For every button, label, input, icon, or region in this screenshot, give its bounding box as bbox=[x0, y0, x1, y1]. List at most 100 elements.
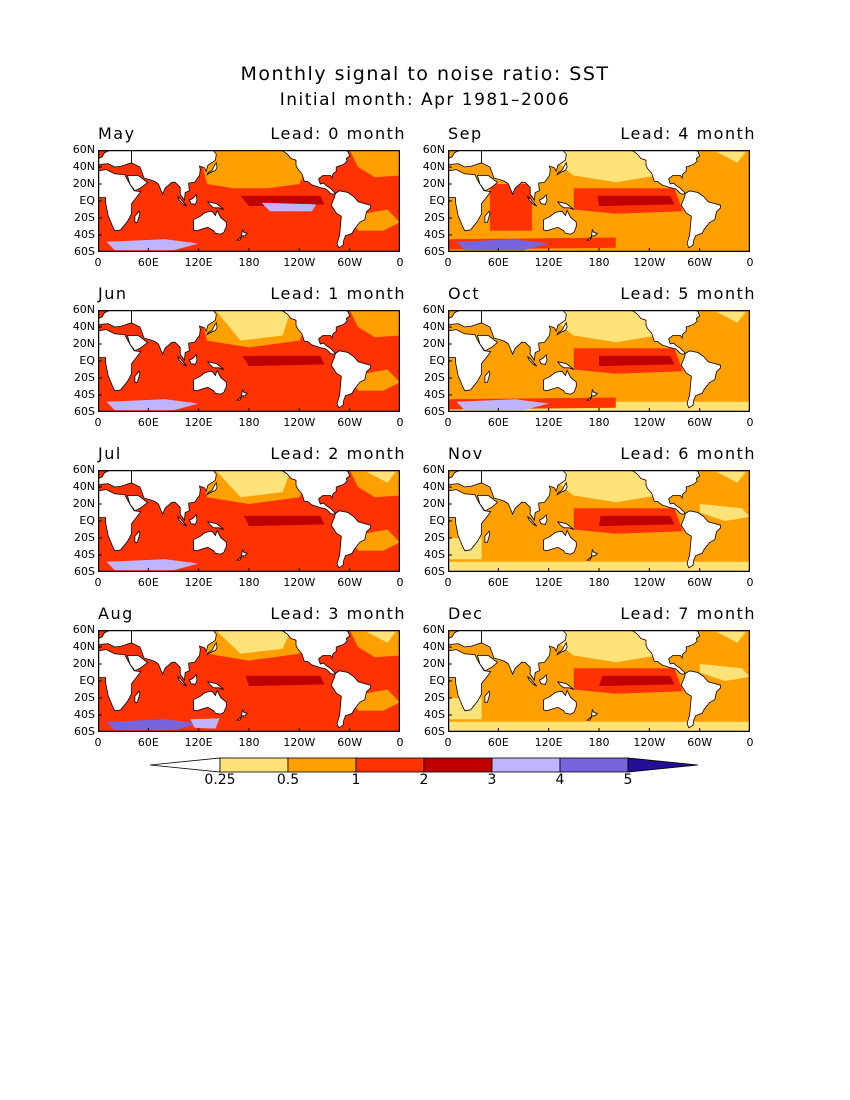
contour-band bbox=[597, 195, 675, 207]
contour-band bbox=[489, 664, 532, 711]
land-samerica bbox=[680, 510, 722, 569]
panel-month-label: Dec bbox=[448, 604, 484, 623]
contour-band bbox=[139, 344, 182, 391]
lon-tick-label: 0 bbox=[444, 416, 452, 429]
panel-lead-label: Lead: 5 month bbox=[620, 284, 756, 303]
colorbar-low-arrow bbox=[150, 757, 221, 773]
land-namerica bbox=[265, 630, 351, 675]
lon-tick-label: 0 bbox=[444, 256, 452, 269]
land-sumatra bbox=[526, 195, 538, 207]
land-europe bbox=[448, 470, 482, 488]
panel-lead-label: Lead: 1 month bbox=[270, 284, 406, 303]
lat-tick-label: 40N bbox=[72, 480, 95, 493]
contour-band bbox=[139, 664, 182, 711]
land-newguinea bbox=[557, 361, 575, 370]
lon-tick-label: 120W bbox=[283, 736, 316, 749]
land-madagascar bbox=[134, 370, 141, 383]
lat-tick-label: 60S bbox=[74, 565, 95, 578]
lat-tick-label: 20S bbox=[424, 531, 445, 544]
lon-tick-label: 120E bbox=[534, 576, 563, 589]
land-newguinea bbox=[557, 521, 575, 530]
sst-map bbox=[448, 470, 750, 572]
land-newguinea bbox=[557, 681, 575, 690]
land-borneo bbox=[188, 674, 198, 685]
lat-tick-label: 60N bbox=[72, 463, 95, 476]
land-japan bbox=[206, 161, 218, 176]
land-arabia bbox=[476, 335, 499, 352]
land-japan bbox=[206, 641, 218, 656]
lon-tick-label: 120W bbox=[283, 416, 316, 429]
lat-tick-label: 40S bbox=[424, 708, 445, 721]
lat-tick-label: EQ bbox=[429, 674, 445, 687]
map-panel-dec: Dec Lead: 7 month 60N 40N 20N EQ 20S 40S 60S 0 60E… bbox=[423, 604, 755, 749]
land-japan bbox=[556, 641, 568, 656]
lon-tick-label: 0 bbox=[746, 416, 754, 429]
contour-band bbox=[716, 311, 746, 323]
land-europe bbox=[98, 150, 132, 168]
lat-tick-label: 20S bbox=[74, 211, 95, 224]
sst-map bbox=[448, 630, 750, 732]
lon-tick-label: 0 bbox=[396, 256, 404, 269]
land-samerica bbox=[680, 190, 722, 249]
map-panel-oct: Oct Lead: 5 month 60N 40N 20N EQ 20S 40S 60S 0 60E… bbox=[423, 284, 755, 429]
lat-tick-label: 20S bbox=[424, 691, 445, 704]
land-nz bbox=[236, 708, 249, 721]
lat-tick-label: 40N bbox=[422, 640, 445, 653]
lat-tick-label: 20N bbox=[422, 657, 445, 670]
lat-tick-label: 40N bbox=[72, 160, 95, 173]
contour-band bbox=[716, 631, 746, 643]
lat-tick-label: 20S bbox=[74, 371, 95, 384]
land-namerica bbox=[615, 630, 701, 675]
land-newguinea bbox=[557, 201, 575, 210]
colorbar-swatch bbox=[559, 757, 629, 773]
land-asia bbox=[481, 150, 567, 202]
lat-tick-label: 20N bbox=[422, 497, 445, 510]
lat-tick-label: EQ bbox=[429, 194, 445, 207]
colorbar bbox=[150, 757, 699, 773]
colorbar-level-label: 4 bbox=[555, 772, 565, 788]
sst-map bbox=[448, 310, 750, 412]
lat-tick-label: 40S bbox=[424, 228, 445, 241]
contour-band bbox=[599, 355, 675, 367]
land-newguinea bbox=[207, 681, 225, 690]
land-australia bbox=[543, 209, 577, 235]
panel-lead-label: Lead: 3 month bbox=[270, 604, 406, 623]
lat-tick-label: 20S bbox=[424, 211, 445, 224]
lat-tick-label: 20S bbox=[74, 531, 95, 544]
lon-tick-label: 60W bbox=[687, 256, 713, 269]
contour-band bbox=[139, 504, 182, 551]
contour-band bbox=[215, 310, 291, 341]
panel-lead-label: Lead: 0 month bbox=[270, 124, 406, 143]
lon-tick-label: 60W bbox=[337, 736, 363, 749]
figure-subtitle: Initial month: Apr 1981–2006 bbox=[279, 90, 571, 110]
contour-band bbox=[599, 515, 675, 527]
land-sumatra bbox=[176, 675, 188, 687]
land-samerica bbox=[680, 670, 722, 729]
land-asia bbox=[131, 630, 217, 682]
contour-band bbox=[489, 184, 532, 231]
lat-tick-label: 20N bbox=[422, 337, 445, 350]
lon-tick-label: 60E bbox=[137, 256, 159, 269]
lat-tick-label: 40S bbox=[74, 228, 95, 241]
land-borneo bbox=[538, 194, 548, 205]
land-borneo bbox=[188, 194, 198, 205]
land-samerica bbox=[680, 350, 722, 409]
lat-tick-label: 40N bbox=[422, 480, 445, 493]
land-namerica bbox=[265, 310, 351, 355]
contour-band bbox=[242, 355, 325, 367]
contour-band bbox=[489, 504, 532, 551]
lat-tick-label: 60S bbox=[74, 725, 95, 738]
land-australia bbox=[543, 689, 577, 715]
land-arabia bbox=[126, 655, 149, 672]
lat-tick-label: 60N bbox=[422, 303, 445, 316]
lat-tick-label: 60N bbox=[72, 143, 95, 156]
lon-tick-label: 60E bbox=[137, 736, 159, 749]
lat-tick-label: 60N bbox=[422, 143, 445, 156]
lat-tick-label: 40N bbox=[72, 640, 95, 653]
map-panel-nov: Nov Lead: 6 month 60N 40N 20N EQ 20S 40S 60S 0 60E… bbox=[423, 444, 755, 589]
land-japan bbox=[556, 481, 568, 496]
land-japan bbox=[556, 321, 568, 336]
lon-tick-label: 120W bbox=[633, 736, 666, 749]
lat-tick-label: EQ bbox=[79, 674, 95, 687]
contour-band bbox=[540, 630, 667, 663]
